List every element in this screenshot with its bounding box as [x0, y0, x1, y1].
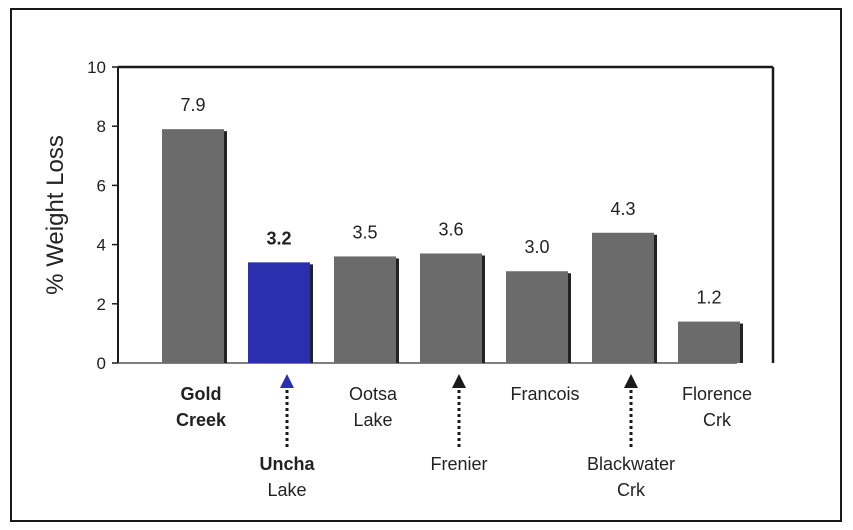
category-label: Lake	[353, 410, 392, 430]
arrow-head	[452, 374, 466, 388]
bar-value-label: 4.3	[610, 199, 635, 219]
bar	[678, 322, 740, 363]
y-tick-label: 6	[97, 176, 106, 195]
bar	[420, 253, 482, 363]
bar-value-label: 3.2	[266, 228, 291, 248]
bar	[506, 271, 568, 363]
y-tick-label: 10	[87, 58, 106, 77]
y-axis-title: % Weight Loss	[42, 135, 69, 295]
y-tick-label: 8	[97, 117, 106, 136]
y-tick-label: 0	[97, 354, 106, 373]
category-label: Crk	[703, 410, 732, 430]
bar-value-label: 1.2	[696, 288, 721, 308]
y-tick-label: 4	[97, 236, 106, 255]
bar	[248, 262, 310, 363]
bars	[162, 129, 743, 363]
category-label: Florence	[682, 384, 752, 404]
bar-value-label: 3.6	[438, 219, 463, 239]
bar-value-label: 3.0	[524, 237, 549, 257]
category-label: Ootsa	[349, 384, 398, 404]
category-label: Frenier	[430, 454, 487, 474]
bar	[334, 256, 396, 363]
category-label: Creek	[176, 410, 227, 430]
y-tick-label: 2	[97, 295, 106, 314]
arrow-head	[280, 374, 294, 388]
category-label: Crk	[617, 480, 646, 500]
bar	[592, 233, 654, 363]
category-label: Blackwater	[587, 454, 675, 474]
category-label: Gold	[181, 384, 222, 404]
category-label: Lake	[267, 480, 306, 500]
category-label: Francois	[510, 384, 579, 404]
bar-value-label: 3.5	[352, 222, 377, 242]
bar	[162, 129, 224, 363]
category-labels: Gold Creek Uncha Lake Ootsa Lake Frenier Franco…	[176, 374, 752, 500]
bar-value-label: 7.9	[180, 95, 205, 115]
category-label: Uncha	[259, 454, 315, 474]
arrow-head	[624, 374, 638, 388]
